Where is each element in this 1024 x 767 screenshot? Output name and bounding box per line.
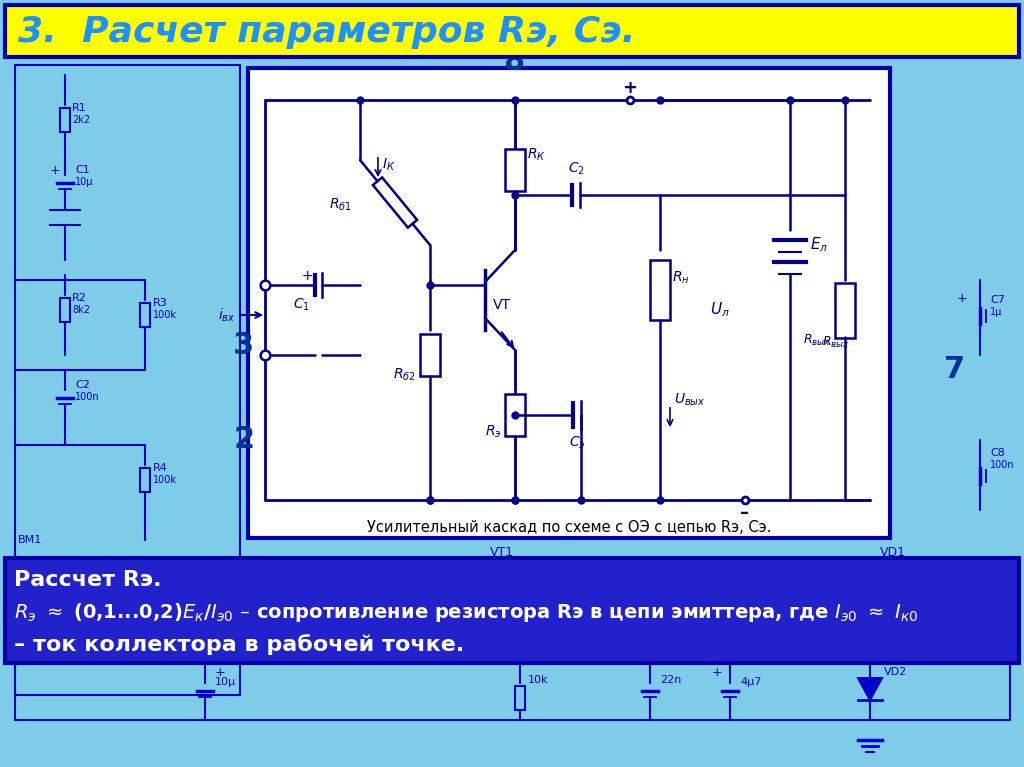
Text: – ток коллектора в рабочей точке.: – ток коллектора в рабочей точке.	[14, 634, 464, 656]
Text: $R_{б1}$: $R_{б1}$	[329, 197, 352, 213]
Text: 3: 3	[233, 331, 255, 360]
Bar	[420, 334, 440, 376]
Bar	[5, 5, 1019, 57]
Text: $i_{вх}$: $i_{вх}$	[217, 306, 234, 324]
Bar	[140, 468, 150, 492]
Text: 8: 8	[504, 48, 524, 77]
Text: 3.  Расчет параметров Rэ, Сэ.: 3. Расчет параметров Rэ, Сэ.	[18, 15, 635, 49]
Text: 100n: 100n	[990, 460, 1015, 470]
Text: Рассчет Rэ.: Рассчет Rэ.	[14, 570, 162, 590]
Text: $\it{R_э}$ $\approx$ (0,1...0,2)$\it{E_к}$/$\it{I_{э0}}$ – сопротивление резисто: $\it{R_э}$ $\approx$ (0,1...0,2)$\it{E_к…	[14, 601, 919, 624]
Bar	[515, 686, 525, 710]
Text: ВМ1: ВМ1	[18, 535, 42, 545]
Text: 10k: 10k	[528, 675, 549, 685]
Text: 100k: 100k	[153, 475, 177, 485]
Text: $C_э$: $C_э$	[568, 435, 586, 452]
Bar	[835, 282, 855, 337]
Text: $C_1$: $C_1$	[293, 297, 309, 313]
Bar	[60, 298, 70, 322]
Text: $R_н$: $R_н$	[672, 270, 689, 286]
Text: C8: C8	[990, 448, 1005, 458]
Text: C1: C1	[75, 165, 90, 175]
Text: R1: R1	[72, 103, 87, 113]
Text: $R_{вых}$: $R_{вых}$	[822, 334, 850, 350]
Text: +: +	[34, 582, 46, 597]
Text: $R_э$: $R_э$	[484, 424, 501, 440]
Text: 7: 7	[944, 355, 966, 384]
Text: C2: C2	[75, 380, 90, 390]
Text: Усилительный каскад по схеме с ОЭ с цепью Rэ, Сэ.: Усилительный каскад по схеме с ОЭ с цепь…	[367, 521, 771, 535]
Text: VD1: VD1	[880, 547, 906, 559]
Text: VT1: VT1	[490, 547, 514, 559]
Text: R2: R2	[72, 293, 87, 303]
Bar	[373, 177, 417, 228]
Text: 100n: 100n	[75, 392, 99, 402]
Bar	[248, 68, 890, 538]
Text: $I_К$: $I_К$	[382, 156, 395, 173]
Text: VD2: VD2	[884, 667, 907, 677]
Text: 1μ: 1μ	[990, 307, 1002, 317]
Text: $R_{вых}$: $R_{вых}$	[803, 332, 831, 347]
Text: –: –	[740, 504, 750, 522]
Text: $R_{б2}$: $R_{б2}$	[393, 367, 416, 384]
Text: +: +	[623, 79, 638, 97]
Text: 10μ: 10μ	[215, 677, 237, 687]
Text: +: +	[956, 291, 968, 304]
Text: VT: VT	[493, 298, 511, 312]
Bar	[505, 394, 525, 436]
Text: 10μ: 10μ	[75, 177, 93, 187]
Bar	[140, 303, 150, 327]
Text: 22n: 22n	[660, 675, 681, 685]
Bar	[5, 558, 1019, 663]
Text: +: +	[301, 269, 312, 283]
Text: 8k2: 8k2	[72, 305, 90, 315]
Bar	[505, 149, 525, 191]
Text: C7: C7	[990, 295, 1005, 305]
Text: $E_л$: $E_л$	[810, 235, 828, 255]
Bar	[60, 108, 70, 132]
Text: +: +	[712, 666, 723, 679]
Text: 100k: 100k	[153, 310, 177, 320]
Bar	[650, 260, 670, 320]
Text: $R_К$: $R_К$	[527, 146, 546, 163]
Text: +: +	[50, 163, 60, 176]
Polygon shape	[858, 678, 882, 700]
Text: R3: R3	[153, 298, 168, 308]
Text: 2k2: 2k2	[72, 115, 90, 125]
Text: $U_л$: $U_л$	[711, 301, 730, 319]
Text: $C_2$: $C_2$	[567, 160, 585, 177]
Text: 4μ7: 4μ7	[740, 677, 762, 687]
Text: $U_{вых}$: $U_{вых}$	[674, 392, 706, 408]
Text: R4: R4	[153, 463, 168, 473]
Text: +: +	[215, 666, 225, 679]
Text: 2: 2	[233, 426, 255, 455]
